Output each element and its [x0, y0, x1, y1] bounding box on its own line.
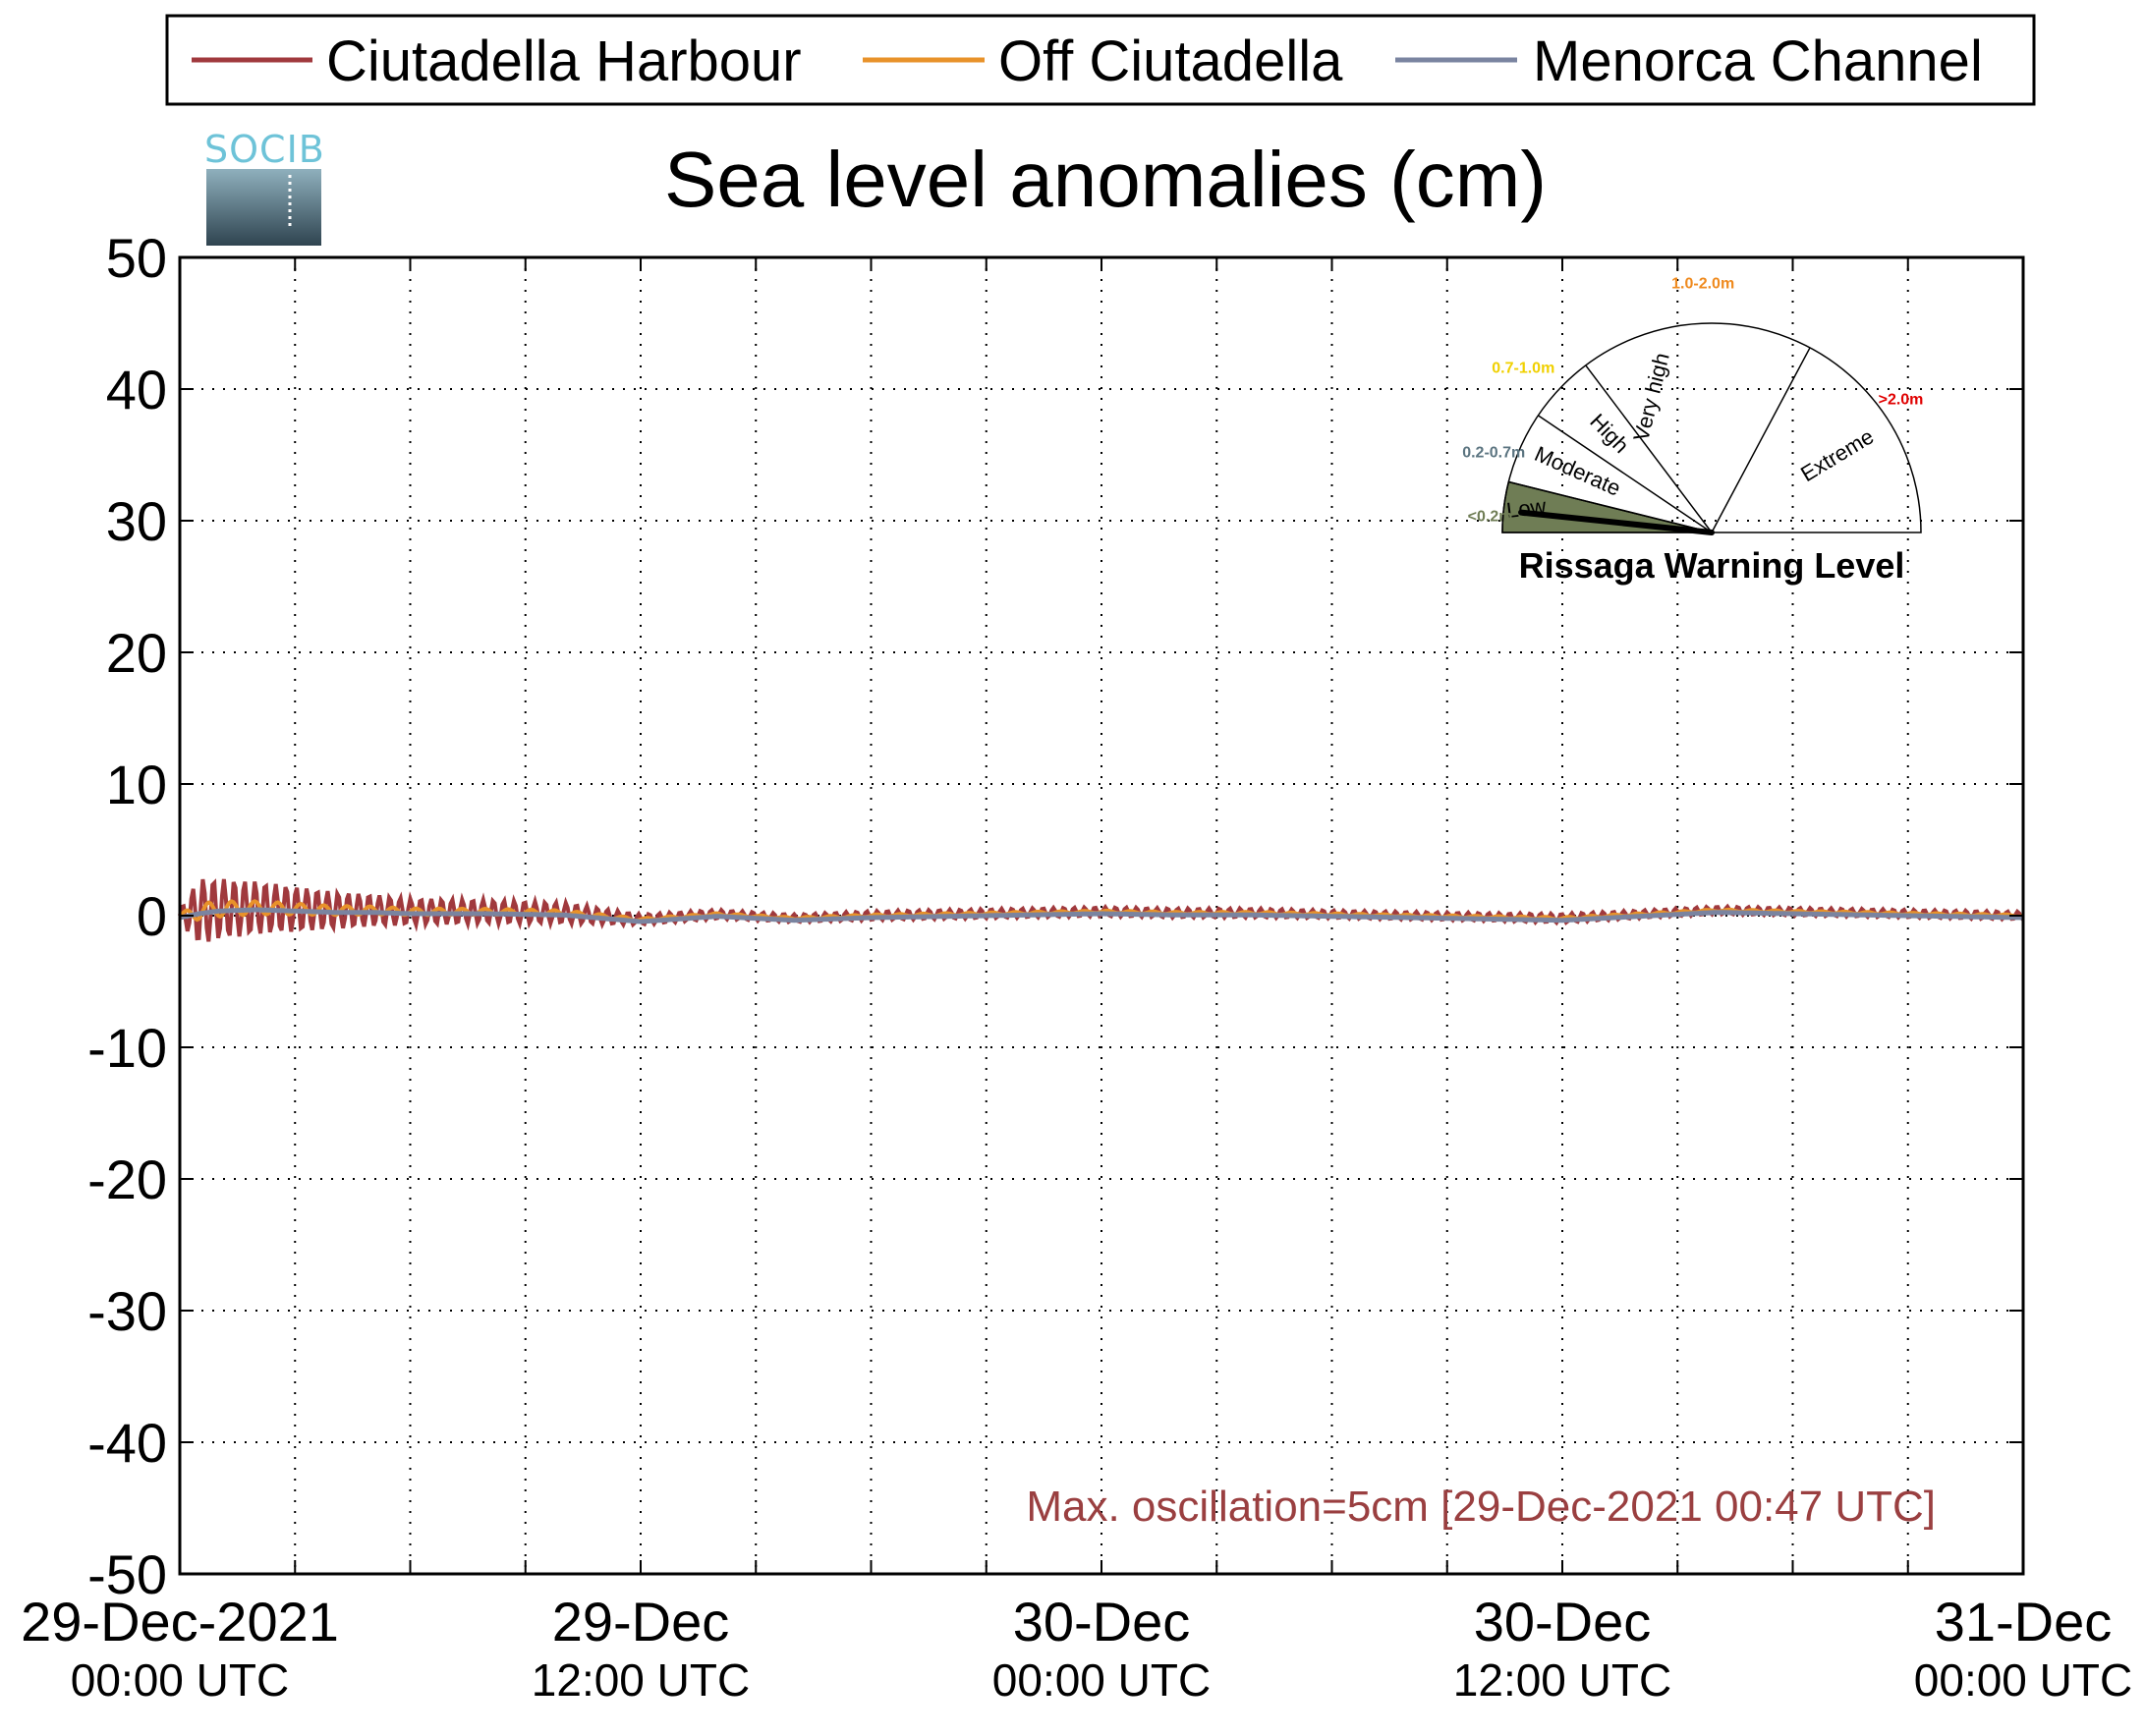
chart-title: Sea level anomalies (cm) — [664, 136, 1547, 223]
gauge-range-label: 0.7-1.0m — [1492, 361, 1554, 377]
series-line-menorca-channel — [179, 907, 2023, 924]
gauge-range-label: >2.0m — [1879, 391, 1924, 408]
x-tick-time-label: 00:00 UTC — [992, 1654, 1211, 1706]
max-oscillation-annotation: Max. oscillation=5cm [29-Dec-2021 00:47 … — [1026, 1483, 1936, 1531]
gauge-sector-label: High — [1585, 409, 1633, 458]
y-tick-label: 20 — [106, 622, 167, 684]
gauge-sector-label: Very high — [1628, 351, 1673, 444]
legend-label-harbour: Ciutadella Harbour — [326, 29, 802, 93]
socib-logo: SOCIB — [204, 128, 325, 246]
x-tick-date-label: 30-Dec — [1474, 1591, 1652, 1652]
gauge-sector-divider — [1711, 347, 1811, 533]
gauge-sector-divider — [1508, 480, 1713, 533]
x-tick-time-label: 12:00 UTC — [1453, 1654, 1671, 1706]
axis-ticks: 50403020100-10-20-30-40-5029-Dec-202100:… — [21, 227, 2132, 1706]
grid — [180, 257, 2023, 1574]
gauge-range-label: <0.2m — [1468, 508, 1513, 525]
gauge-sector-label: Low — [1505, 493, 1548, 523]
y-tick-label: -40 — [87, 1412, 167, 1474]
x-tick-date-label: 30-Dec — [1013, 1591, 1191, 1652]
legend: Ciutadella Harbour Off Ciutadella Menorc… — [165, 14, 2036, 106]
y-tick-label: -10 — [87, 1017, 167, 1079]
x-tick-date-label: 29-Dec-2021 — [21, 1591, 339, 1652]
y-tick-label: -20 — [87, 1148, 167, 1210]
legend-label-channel: Menorca Channel — [1533, 29, 1983, 93]
logo-text: SOCIB — [204, 128, 325, 171]
gauge-needle — [1518, 509, 1715, 535]
y-tick-label: 50 — [106, 227, 167, 289]
series-lines — [178, 878, 2025, 942]
gauge-sector-divider — [1585, 364, 1713, 533]
y-tick-label: -50 — [87, 1543, 167, 1605]
y-tick-label: 10 — [106, 754, 167, 815]
gauge-sector-label: Extreme — [1796, 423, 1878, 486]
y-tick-label: 30 — [106, 490, 167, 552]
y-tick-label: -30 — [87, 1280, 167, 1342]
x-tick-date-label: 29-Dec — [552, 1591, 730, 1652]
gauge-title: Rissaga Warning Level — [1519, 545, 1905, 586]
gauge-sector-divider — [1537, 415, 1713, 533]
x-tick-time-label: 12:00 UTC — [532, 1654, 750, 1706]
gauge-outline — [1501, 322, 1922, 533]
y-tick-label: 0 — [137, 885, 167, 947]
x-tick-time-label: 00:00 UTC — [1914, 1654, 2132, 1706]
legend-label-off: Off Ciutadella — [998, 29, 1343, 93]
y-tick-label: 40 — [106, 359, 167, 420]
legend-box — [165, 14, 2036, 106]
logo-block — [206, 169, 321, 246]
plot-area: 50403020100-10-20-30-40-5029-Dec-202100:… — [21, 227, 2132, 1706]
x-tick-date-label: 31-Dec — [1935, 1591, 2113, 1652]
x-tick-time-label: 00:00 UTC — [71, 1654, 289, 1706]
gauge-range-label: 0.2-0.7m — [1462, 445, 1525, 462]
gauge-range-label: 1.0-2.0m — [1671, 275, 1734, 292]
